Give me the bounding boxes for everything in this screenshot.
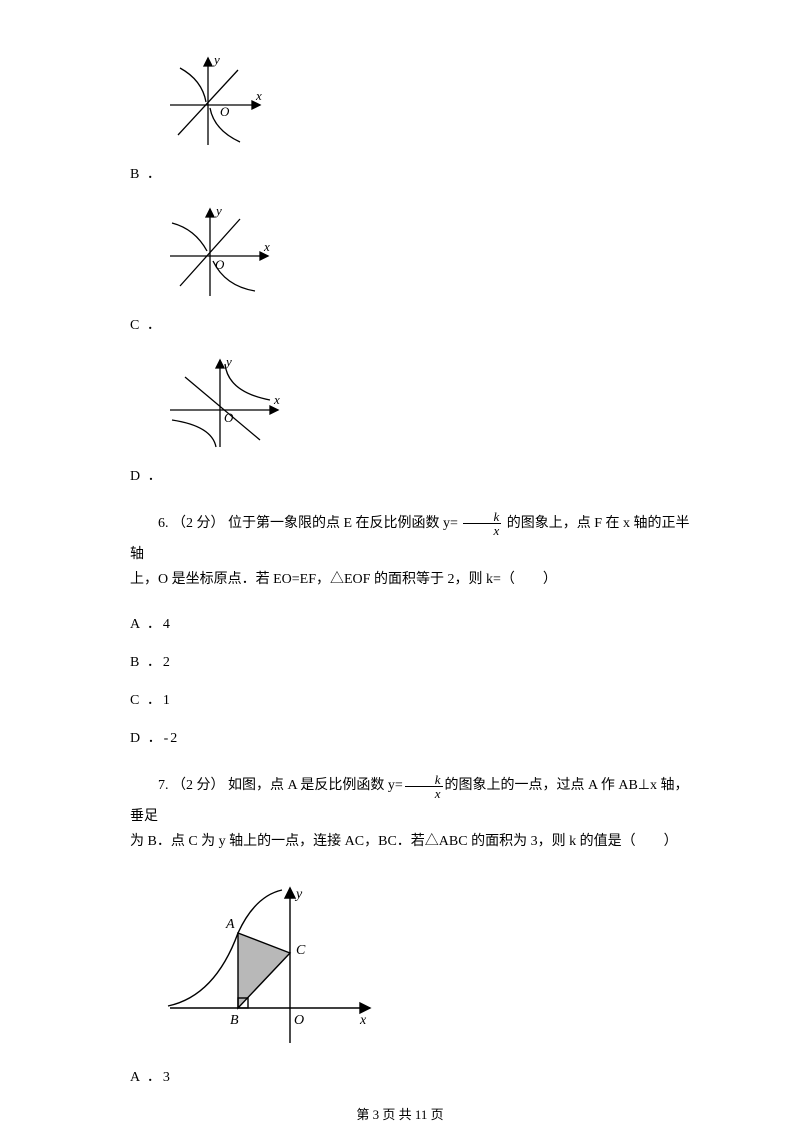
q6-option-d: D ．-2 <box>130 727 700 747</box>
y-axis-label: y <box>212 52 220 67</box>
y-axis-label: y <box>224 354 232 369</box>
origin-label: O <box>224 410 234 425</box>
q7-fraction: kx <box>405 773 443 800</box>
origin-label: O <box>220 104 230 119</box>
q6-points: （2 分） <box>172 516 225 531</box>
q7-points: （2 分） <box>172 778 225 793</box>
q7-option-a: A ．3 <box>130 1066 700 1086</box>
q6-number: 6. <box>158 516 169 531</box>
graph-option-b: O x y <box>160 50 270 150</box>
option-b-label: B ． <box>130 163 163 183</box>
q6-option-b: B ．2 <box>130 651 700 671</box>
x-axis-label: x <box>255 88 262 103</box>
graph-option-c: O x y <box>160 201 280 301</box>
question-7-line2: 为 B．点 C 为 y 轴上的一点，连接 AC，BC．若△ABC 的面积为 3，… <box>130 827 700 858</box>
origin-label: O <box>215 257 225 272</box>
figure-q7-svg: A B C O x y <box>160 878 380 1048</box>
q6-fraction: kx <box>463 510 501 537</box>
question-7: 7. （2 分） 如图，点 A 是反比例函数 y=kx的图象上的一点，过点 A … <box>130 771 700 833</box>
figure-q7: A B C O x y <box>160 878 700 1048</box>
label-C: C <box>296 943 306 958</box>
label-A: A <box>225 917 235 932</box>
page-content: O x y B ． O x y C ． <box>0 0 800 1143</box>
graph-option-d: O x y <box>160 352 290 452</box>
q6-option-a: A ．4 <box>130 613 700 633</box>
option-c-label: C ． <box>130 314 163 334</box>
graph-c-svg: O x y <box>160 201 280 301</box>
option-c-row: C ． <box>130 314 700 334</box>
option-d-label: D ． <box>130 465 164 485</box>
x-axis-label: x <box>273 392 280 407</box>
page-footer: 第 3 页 共 11 页 <box>100 1104 700 1123</box>
question-6-line2: 上，O 是坐标原点．若 EO=EF，△EOF 的面积等于 2，则 k=（ ） <box>130 565 700 596</box>
label-x: x <box>359 1013 367 1028</box>
label-B: B <box>230 1013 239 1028</box>
option-b-row: B ． <box>130 163 700 183</box>
q7-text-1: 如图，点 A 是反比例函数 y= <box>228 778 403 793</box>
graph-d-svg: O x y <box>160 352 290 452</box>
y-axis-label: y <box>214 203 222 218</box>
x-axis-label: x <box>263 239 270 254</box>
graph-b-svg: O x y <box>160 50 270 150</box>
label-O: O <box>294 1013 304 1028</box>
option-d-row: D ． <box>130 465 700 485</box>
q6-option-c: C ．1 <box>130 689 700 709</box>
question-6: 6. （2 分） 位于第一象限的点 E 在反比例函数 y= kx 的图象上，点 … <box>130 509 700 571</box>
q6-text-1: 位于第一象限的点 E 在反比例函数 y= <box>228 516 461 531</box>
label-y: y <box>294 887 303 902</box>
q7-number: 7. <box>158 778 169 793</box>
